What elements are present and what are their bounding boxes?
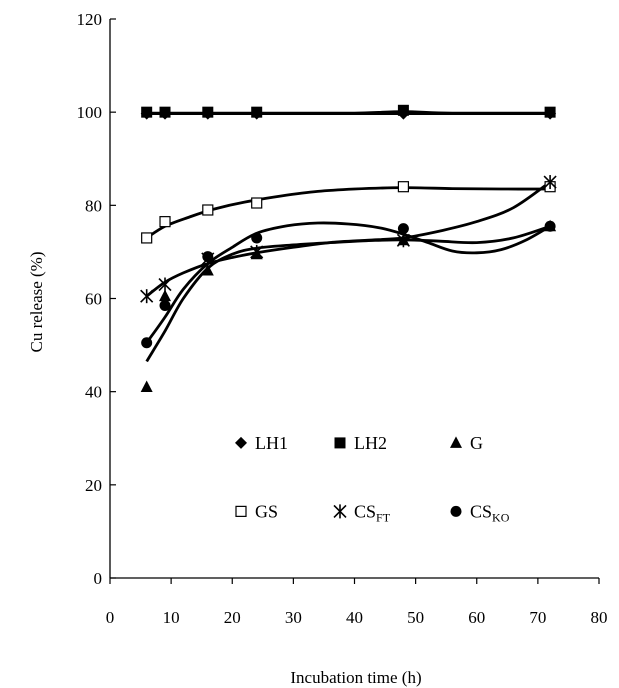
data-point-lh2 — [251, 106, 263, 118]
chart-legend: LH1 LH2 G GS CSFT CSKO — [235, 433, 510, 524]
y-tick-label: 20 — [85, 476, 102, 495]
data-point-gs — [202, 204, 214, 216]
legend-item-lh1: LH1 — [235, 433, 288, 453]
data-point-g — [201, 264, 214, 276]
y-tick-label: 60 — [85, 290, 102, 309]
data-point-cs-ko — [544, 220, 556, 232]
y-tick-label: 100 — [77, 103, 103, 122]
y-tick-label: 120 — [77, 10, 103, 29]
legend-marker-gs — [235, 505, 247, 517]
y-tick-label: 0 — [94, 569, 103, 588]
trendline-gs — [145, 186, 551, 240]
x-tick-label: 20 — [224, 608, 241, 627]
trendline-cs-ko — [145, 221, 551, 344]
legend-label-cs-ko: CSKO — [470, 501, 510, 524]
legend-item-lh2: LH2 — [334, 433, 387, 453]
data-point-gs — [397, 181, 409, 193]
data-point-cs-ft — [250, 244, 264, 259]
legend-marker-g — [450, 436, 462, 448]
data-point-lh2 — [397, 104, 409, 116]
legend-label-lh2: LH2 — [354, 433, 387, 453]
data-point-cs-ko — [159, 299, 171, 311]
legend-label-subscript: FT — [376, 510, 391, 524]
data-point-lh2 — [544, 106, 556, 118]
data-point-gs — [141, 232, 153, 244]
x-tick-label: 0 — [106, 608, 115, 627]
data-point-gs — [159, 216, 171, 228]
data-point-g — [159, 289, 172, 302]
data-point-g — [140, 380, 153, 393]
y-tick-label: 40 — [85, 383, 102, 402]
legend-marker-lh2 — [334, 437, 346, 449]
data-point-cs-ko — [397, 223, 409, 235]
data-point-lh2 — [159, 106, 171, 118]
legend-item-cs-ko: CSKO — [450, 501, 510, 524]
data-point-lh2 — [202, 106, 214, 118]
legend-marker-cs-ft — [333, 504, 347, 519]
legend-label-cs-ft: CSFT — [354, 501, 391, 524]
data-point-cs-ft — [158, 277, 172, 292]
data-point-cs-ft — [140, 289, 154, 304]
chart-ticks: 0 20 40 60 80 100 120 0 10 20 30 40 50 60 70 80 — [77, 10, 608, 627]
legend-item-gs: GS — [235, 501, 278, 521]
data-point-lh2 — [141, 106, 153, 118]
x-tick-label: 10 — [163, 608, 180, 627]
y-tick-label: 80 — [85, 196, 102, 215]
legend-marker-lh1 — [235, 436, 247, 449]
chart-trendlines — [145, 110, 551, 363]
legend-label-subscript: KO — [492, 510, 510, 524]
data-point-cs-ft — [396, 233, 410, 248]
x-tick-label: 70 — [529, 608, 546, 627]
legend-label-g: G — [470, 433, 483, 453]
trendline-cs-ft — [145, 180, 551, 298]
x-tick-label: 80 — [591, 608, 608, 627]
legend-item-g: G — [450, 433, 483, 453]
y-axis-label: Cu release (%) — [27, 251, 46, 352]
trendline-g — [145, 224, 551, 363]
x-tick-label: 50 — [407, 608, 424, 627]
legend-label-gs: GS — [255, 501, 278, 521]
data-point-gs — [251, 197, 263, 209]
data-point-cs-ko — [141, 337, 153, 349]
x-axis-label: Incubation time (h) — [290, 668, 421, 687]
legend-item-cs-ft: CSFT — [333, 501, 391, 524]
x-tick-label: 30 — [285, 608, 302, 627]
data-point-cs-ft — [543, 175, 557, 190]
x-tick-label: 60 — [468, 608, 485, 627]
data-point-cs-ko — [251, 232, 263, 244]
data-point-cs-ko — [202, 251, 214, 263]
chart-points — [140, 104, 557, 393]
legend-marker-cs-ko — [450, 505, 462, 517]
legend-label-lh1: LH1 — [255, 433, 288, 453]
x-tick-label: 40 — [346, 608, 363, 627]
